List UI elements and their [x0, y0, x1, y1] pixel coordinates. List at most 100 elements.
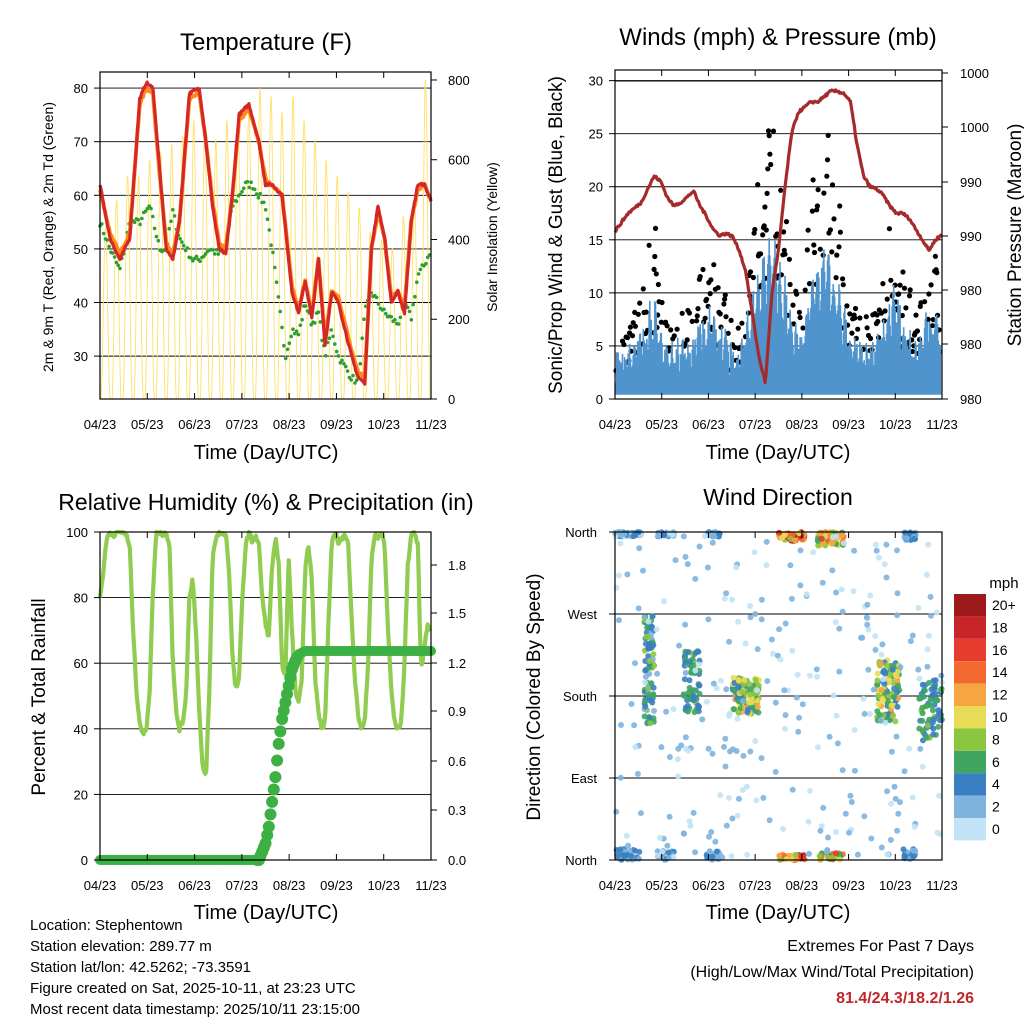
gust-point — [621, 341, 627, 348]
direction-point — [719, 854, 726, 861]
gust-point — [855, 326, 861, 332]
direction-point — [927, 593, 934, 600]
dewpoint-point — [416, 272, 421, 276]
direction-point — [782, 620, 789, 627]
gust-point — [747, 269, 754, 275]
figure-created: Figure created on Sat, 2025-10-11, at 23… — [30, 980, 356, 997]
direction-point — [696, 543, 703, 550]
gust-point — [689, 318, 695, 324]
colorbar-label: 10 — [992, 709, 1008, 725]
gust-point — [834, 252, 840, 258]
temperature-2m-line — [98, 80, 433, 386]
temperature-ytick-label: 30 — [74, 349, 88, 364]
direction-point — [884, 851, 891, 858]
direction-point — [795, 728, 802, 735]
winds-xtick-label: 07/23 — [739, 417, 772, 432]
direction-point — [930, 731, 937, 738]
direction-point — [710, 680, 717, 687]
direction-point — [796, 714, 803, 721]
direction-point — [753, 797, 760, 804]
direction-point — [723, 590, 730, 597]
gust-point — [833, 275, 839, 281]
pressure-ytick-label: 980 — [960, 337, 982, 352]
winds-xtick-label: 06/23 — [692, 417, 725, 432]
direction-point — [709, 750, 716, 757]
direction-point — [923, 571, 930, 578]
gust-point — [728, 317, 734, 323]
colorbar-label: 4 — [992, 776, 1000, 792]
colorbar-swatch — [954, 773, 986, 796]
gust-point — [715, 285, 721, 291]
direction-point — [729, 746, 736, 753]
direction-point — [817, 827, 824, 834]
gust-point — [906, 293, 913, 299]
direction-point — [764, 678, 771, 684]
winds-xtick-label: 05/23 — [645, 417, 678, 432]
colorbar-swatch — [954, 795, 986, 818]
gust-point — [659, 299, 665, 306]
gust-point — [721, 301, 727, 307]
direction-point — [647, 720, 654, 727]
direction-point — [839, 608, 846, 615]
direction-point — [624, 571, 631, 578]
direction-point — [935, 712, 942, 719]
dewpoint-point — [114, 260, 119, 265]
precip-point — [264, 808, 277, 821]
direction-point — [751, 549, 758, 556]
direction-point — [749, 704, 756, 711]
direction-point — [925, 541, 932, 548]
direction-point — [754, 646, 761, 653]
direction-point — [888, 800, 895, 807]
gust-point — [797, 314, 803, 321]
direction-point — [893, 733, 900, 740]
direction-point — [919, 681, 926, 688]
direction-point — [670, 706, 677, 713]
direction-point — [685, 649, 692, 655]
gust-point — [800, 325, 806, 331]
dewpoint-point — [289, 334, 294, 339]
humidity-ytick-label: 80 — [74, 591, 88, 606]
direction-point — [927, 702, 934, 709]
gust-point — [760, 232, 766, 238]
direction-xlabel: Time (Day/UTC) — [706, 902, 851, 924]
extremes-title: Extremes For Past 7 Days — [787, 938, 974, 955]
direction-ytick-label: South — [563, 689, 597, 704]
direction-point — [783, 856, 790, 863]
direction-point — [909, 632, 916, 639]
direction-point — [651, 707, 657, 714]
gust-point — [768, 161, 774, 168]
direction-point — [617, 774, 624, 781]
direction-point — [685, 747, 692, 754]
direction-point — [635, 605, 642, 612]
direction-point — [770, 650, 776, 657]
dewpoint-point — [172, 214, 177, 218]
direction-point — [768, 636, 775, 643]
dewpoint-point — [101, 231, 106, 236]
direction-point — [875, 701, 882, 707]
insolation-line — [100, 79, 431, 400]
dewpoint-point — [143, 209, 148, 214]
gust-point — [717, 311, 723, 317]
dewpoint-point — [294, 329, 299, 334]
direction-point — [933, 609, 940, 616]
temperature-ytick-label: 40 — [74, 296, 88, 311]
dewpoint-point — [116, 263, 120, 268]
gust-point — [722, 296, 728, 302]
direction-point — [722, 763, 729, 770]
direction-point — [854, 851, 861, 858]
dewpoint-point — [149, 206, 153, 211]
dewpoint-point — [415, 280, 419, 285]
direction-point — [826, 733, 833, 740]
gust-point — [761, 223, 767, 229]
direction-point — [682, 621, 689, 628]
direction-point — [838, 586, 845, 593]
direction-point — [665, 849, 672, 856]
direction-point — [682, 659, 689, 666]
direction-xtick-label: 11/23 — [926, 878, 958, 893]
colorbar-swatch — [954, 728, 986, 751]
direction-point — [712, 838, 719, 845]
gust-point — [732, 344, 738, 351]
dewpoint-point — [291, 327, 295, 332]
direction-point — [867, 710, 873, 717]
